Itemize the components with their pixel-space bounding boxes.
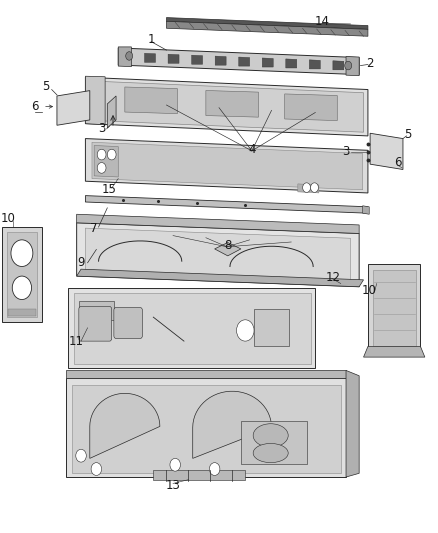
Text: 3: 3 [98, 123, 105, 135]
Polygon shape [85, 196, 368, 213]
Circle shape [311, 183, 318, 192]
Text: 8: 8 [224, 239, 231, 252]
Text: 3: 3 [343, 146, 350, 158]
Polygon shape [77, 214, 359, 233]
Polygon shape [92, 142, 363, 190]
Polygon shape [125, 87, 177, 114]
Polygon shape [94, 146, 118, 177]
Polygon shape [168, 54, 179, 63]
Circle shape [209, 463, 220, 475]
Circle shape [11, 240, 33, 266]
Polygon shape [373, 270, 416, 346]
Text: 6: 6 [394, 156, 402, 169]
Polygon shape [346, 56, 359, 76]
Polygon shape [118, 48, 359, 75]
Polygon shape [239, 57, 250, 66]
Polygon shape [241, 421, 307, 464]
Text: 11: 11 [69, 335, 84, 348]
Circle shape [303, 183, 311, 192]
Polygon shape [370, 133, 403, 169]
Polygon shape [77, 223, 359, 287]
Circle shape [170, 458, 180, 471]
Polygon shape [262, 58, 273, 67]
Circle shape [97, 163, 106, 173]
Polygon shape [85, 139, 368, 193]
Polygon shape [85, 77, 368, 136]
Polygon shape [90, 393, 160, 458]
Circle shape [107, 149, 116, 160]
Text: 10: 10 [0, 212, 15, 225]
Polygon shape [72, 385, 341, 473]
Circle shape [345, 61, 352, 70]
Polygon shape [85, 76, 105, 125]
Polygon shape [166, 18, 368, 29]
Polygon shape [107, 96, 116, 128]
Polygon shape [215, 56, 226, 65]
FancyBboxPatch shape [79, 306, 112, 341]
Polygon shape [309, 60, 320, 69]
Polygon shape [286, 59, 297, 68]
Text: 5: 5 [405, 128, 412, 141]
Polygon shape [8, 309, 36, 316]
Text: 10: 10 [361, 284, 376, 297]
Polygon shape [92, 81, 364, 132]
Polygon shape [74, 293, 311, 364]
Circle shape [237, 320, 254, 341]
Text: 13: 13 [166, 479, 180, 491]
Polygon shape [57, 91, 90, 125]
Text: 15: 15 [101, 183, 116, 196]
Polygon shape [363, 206, 369, 214]
Text: 6: 6 [31, 100, 39, 113]
Polygon shape [298, 184, 319, 193]
Circle shape [126, 52, 133, 60]
Polygon shape [333, 61, 344, 70]
Text: 5: 5 [42, 80, 49, 93]
Polygon shape [7, 232, 37, 317]
Text: 4: 4 [248, 143, 256, 156]
Polygon shape [79, 301, 114, 320]
FancyBboxPatch shape [114, 308, 142, 338]
Polygon shape [368, 264, 420, 352]
Polygon shape [285, 94, 337, 120]
Polygon shape [215, 243, 241, 256]
Text: 12: 12 [325, 271, 340, 284]
Circle shape [12, 276, 32, 300]
Polygon shape [166, 21, 368, 36]
Polygon shape [193, 391, 272, 458]
Polygon shape [85, 228, 350, 282]
Polygon shape [206, 91, 258, 117]
Polygon shape [145, 53, 155, 62]
Polygon shape [77, 269, 364, 287]
Circle shape [97, 149, 106, 160]
Polygon shape [118, 47, 131, 67]
Text: 9: 9 [77, 256, 85, 269]
Ellipse shape [253, 424, 288, 447]
Polygon shape [364, 346, 425, 357]
Text: 2: 2 [366, 58, 374, 70]
Polygon shape [68, 288, 315, 368]
Polygon shape [153, 470, 245, 480]
Circle shape [91, 463, 102, 475]
Circle shape [76, 449, 86, 462]
Polygon shape [254, 309, 289, 346]
Polygon shape [66, 378, 346, 477]
Polygon shape [2, 227, 42, 322]
Polygon shape [66, 370, 346, 378]
Text: 1: 1 [147, 34, 155, 46]
Polygon shape [192, 55, 202, 64]
Text: 7: 7 [90, 222, 98, 235]
Polygon shape [346, 370, 359, 477]
Text: 14: 14 [314, 15, 329, 28]
Ellipse shape [253, 443, 288, 463]
